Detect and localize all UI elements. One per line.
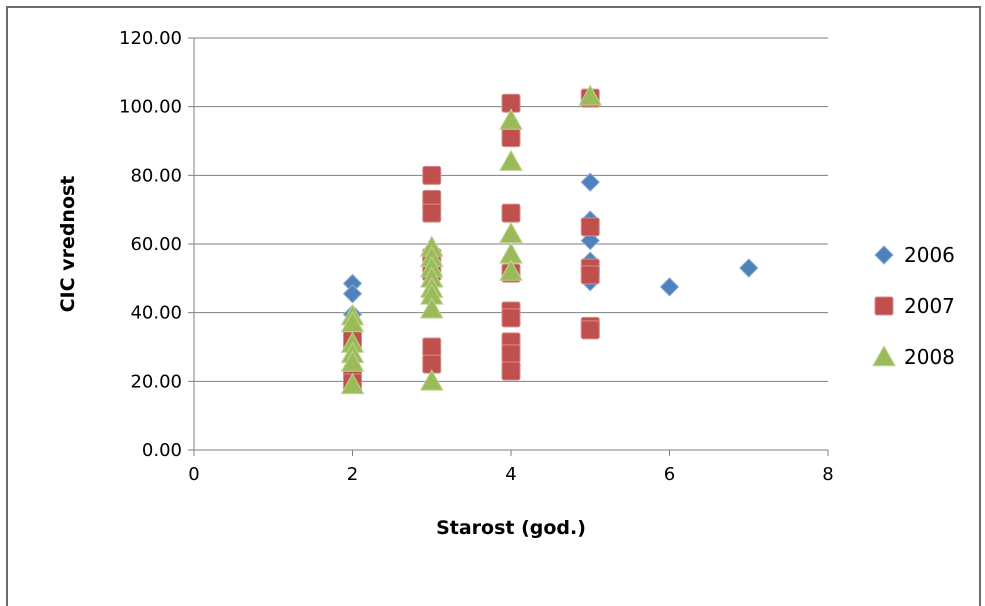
- legend-marker-2008: [872, 344, 896, 367]
- x-tick-label: 8: [822, 464, 833, 485]
- series-2007: [343, 88, 600, 393]
- point-2007: [501, 203, 521, 223]
- point-2006: [580, 172, 600, 192]
- chart-frame: 0.00 20.00 40.00 60.00 80.00 100.00 120.00 0 2 4 6…: [6, 6, 981, 606]
- y-tick-label: 0.00: [142, 440, 182, 461]
- y-tick-label: 60.00: [130, 234, 182, 255]
- point-2008: [419, 297, 444, 319]
- x-tick-label: 4: [505, 464, 516, 485]
- legend: 2006 2007 2008: [872, 243, 955, 369]
- point-2007: [580, 320, 600, 340]
- point-2008: [340, 372, 365, 395]
- point-2007: [501, 128, 521, 148]
- legend-label-2007: 2007: [904, 294, 955, 318]
- legend-label-2008: 2008: [904, 345, 955, 369]
- axes: [188, 37, 829, 456]
- point-2007: [422, 337, 442, 357]
- x-tick-label: 0: [188, 464, 199, 485]
- x-axis-title: Starost (god.): [436, 517, 586, 539]
- point-2006: [342, 284, 363, 304]
- y-tick-label: 120.00: [119, 28, 182, 49]
- tick-labels: 0.00 20.00 40.00 60.00 80.00 100.00 120.00 0 2 4 6…: [119, 28, 834, 485]
- point-2008: [499, 108, 523, 130]
- point-2007: [580, 265, 600, 285]
- point-2008: [499, 149, 523, 171]
- point-2008: [578, 84, 603, 106]
- x-tick-label: 6: [664, 464, 675, 485]
- y-axis-title: CIC vrednost: [57, 176, 79, 313]
- legend-marker-2006: [874, 245, 894, 265]
- y-tick-label: 80.00: [130, 165, 182, 186]
- legend-label-2006: 2006: [904, 243, 955, 267]
- data-points: [340, 84, 759, 395]
- series-2006: [342, 172, 759, 388]
- point-2007: [580, 217, 600, 237]
- point-2008: [499, 259, 523, 281]
- point-2007: [501, 344, 521, 364]
- point-2008: [340, 350, 365, 372]
- y-tick-label: 20.00: [130, 371, 182, 392]
- point-2006: [739, 258, 759, 278]
- x-tick-label: 2: [347, 464, 358, 485]
- point-2007: [501, 361, 521, 381]
- point-2008: [499, 221, 523, 243]
- point-2006: [659, 277, 680, 297]
- y-tick-label: 100.00: [119, 97, 182, 118]
- legend-marker-2007: [874, 296, 894, 316]
- point-2007: [422, 203, 442, 223]
- point-2008: [419, 369, 444, 391]
- point-2007: [501, 308, 521, 328]
- point-2007: [422, 165, 442, 185]
- series-2008: [340, 84, 603, 395]
- y-tick-label: 40.00: [130, 303, 182, 324]
- scatter-chart: 0.00 20.00 40.00 60.00 80.00 100.00 120.00 0 2 4 6…: [57, 28, 955, 539]
